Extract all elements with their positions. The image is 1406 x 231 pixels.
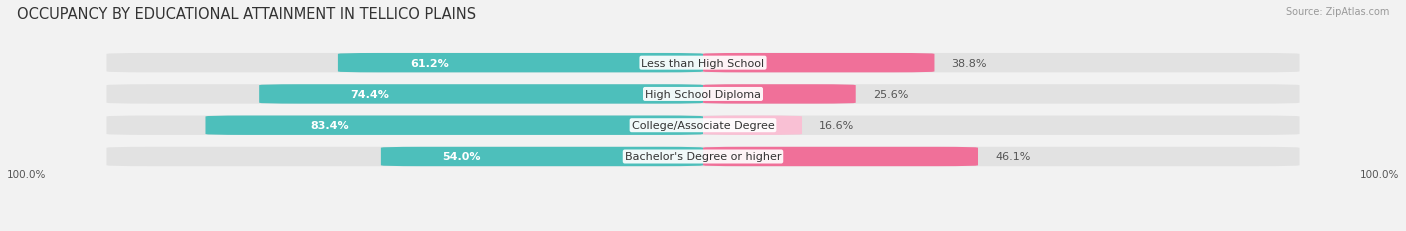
Legend: Owner-occupied, Renter-occupied: Owner-occupied, Renter-occupied: [586, 228, 820, 231]
Text: 100.0%: 100.0%: [7, 169, 46, 179]
Text: 100.0%: 100.0%: [1360, 169, 1399, 179]
FancyBboxPatch shape: [107, 54, 1299, 73]
Text: High School Diploma: High School Diploma: [645, 90, 761, 100]
Text: College/Associate Degree: College/Associate Degree: [631, 121, 775, 131]
FancyBboxPatch shape: [259, 85, 703, 104]
Text: 74.4%: 74.4%: [350, 90, 389, 100]
FancyBboxPatch shape: [703, 116, 801, 135]
Text: 83.4%: 83.4%: [311, 121, 349, 131]
FancyBboxPatch shape: [205, 116, 703, 135]
Text: Bachelor's Degree or higher: Bachelor's Degree or higher: [624, 152, 782, 162]
FancyBboxPatch shape: [107, 147, 1299, 167]
Text: 46.1%: 46.1%: [995, 152, 1031, 162]
FancyBboxPatch shape: [381, 147, 703, 167]
Text: 38.8%: 38.8%: [952, 58, 987, 68]
FancyBboxPatch shape: [107, 85, 1299, 104]
FancyBboxPatch shape: [703, 85, 856, 104]
Text: Source: ZipAtlas.com: Source: ZipAtlas.com: [1285, 7, 1389, 17]
FancyBboxPatch shape: [703, 54, 935, 73]
Text: Less than High School: Less than High School: [641, 58, 765, 68]
Text: 25.6%: 25.6%: [873, 90, 908, 100]
FancyBboxPatch shape: [337, 54, 703, 73]
FancyBboxPatch shape: [107, 116, 1299, 135]
Text: 54.0%: 54.0%: [441, 152, 481, 162]
Text: OCCUPANCY BY EDUCATIONAL ATTAINMENT IN TELLICO PLAINS: OCCUPANCY BY EDUCATIONAL ATTAINMENT IN T…: [17, 7, 477, 22]
Text: 61.2%: 61.2%: [409, 58, 449, 68]
FancyBboxPatch shape: [703, 147, 979, 167]
Text: 16.6%: 16.6%: [820, 121, 855, 131]
